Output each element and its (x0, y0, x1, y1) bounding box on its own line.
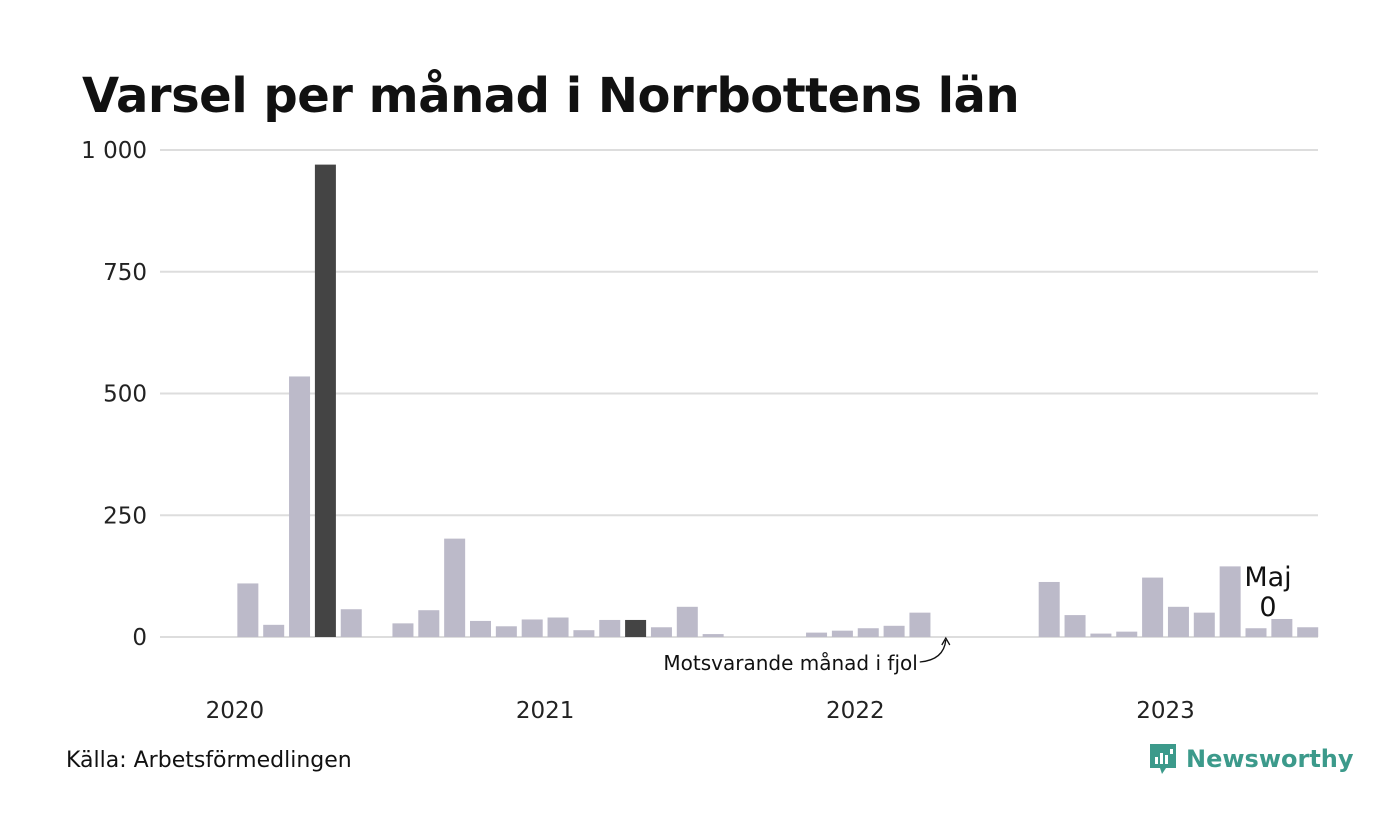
bar-2022-12 (1116, 631, 1138, 637)
annotation-arrow (919, 639, 947, 663)
bar-2022-10 (1064, 615, 1086, 637)
bar-2021-07 (676, 606, 698, 637)
bar-2020-11 (470, 620, 491, 637)
y-tick-label: 500 (103, 382, 147, 408)
latest-month-value: 0 (1259, 592, 1276, 623)
bar-2020-05 (314, 164, 336, 638)
bar-2023-01 (1142, 577, 1164, 637)
y-tick-label: 750 (103, 260, 147, 286)
bar-2022-01 (831, 630, 853, 637)
bar-2021-01 (521, 619, 543, 637)
bar-2021-02 (547, 617, 569, 637)
bar-2020-06 (340, 609, 362, 637)
x-tick-label-2023: 2023 (1136, 698, 1195, 724)
y-tick-label: 0 (132, 625, 147, 651)
source-note: Källa: Arbetsförmedlingen (66, 748, 352, 773)
bar-2022-03 (883, 625, 905, 637)
bar-2023-05 (1245, 628, 1267, 637)
bar-2021-05 (625, 619, 647, 637)
annotation-previous-year: Motsvarande månad i fjol (663, 651, 917, 675)
bar-2020-09 (418, 610, 440, 637)
annotation-arrowhead (941, 636, 951, 646)
bar-2020-03 (263, 624, 285, 637)
bar-2023-02 (1167, 606, 1189, 637)
bar-2022-02 (857, 628, 879, 637)
bar-2021-12 (806, 632, 828, 637)
x-tick-label-2020: 2020 (206, 698, 265, 724)
bar-2021-06 (650, 627, 672, 637)
y-tick-label: 250 (103, 503, 147, 529)
brand-logo: Newsworthy (1148, 742, 1354, 776)
bar-2022-09 (1038, 581, 1060, 637)
bar-2022-04 (909, 612, 931, 637)
y-axis-ticks: 0 250 500 750 1 000 (81, 138, 147, 651)
bar-2021-08 (702, 634, 724, 637)
bar-2022-11 (1090, 633, 1112, 637)
x-tick-label-2022: 2022 (826, 698, 885, 724)
bar-2020-02 (237, 583, 259, 637)
bar-2021-03 (573, 630, 595, 637)
newsworthy-logo-icon (1150, 744, 1176, 774)
bars (237, 164, 1319, 638)
x-axis-year-labels: 2020 2021 2022 2023 (206, 698, 1195, 724)
bar-2021-04 (599, 619, 621, 637)
bar-2020-04 (289, 376, 311, 637)
bar-undefined (1297, 627, 1319, 637)
y-tick-label: 1 000 (81, 138, 147, 164)
bar-2023-03 (1193, 612, 1215, 637)
bar-2020-12 (495, 626, 517, 637)
bar-undefined (1271, 618, 1293, 637)
x-tick-label-2021: 2021 (516, 698, 575, 724)
bar-2020-08 (392, 623, 414, 637)
latest-month-label: Maj (1244, 562, 1291, 593)
bar-2020-10 (444, 538, 466, 637)
chart-title: Varsel per månad i Norrbottens län (82, 68, 1020, 124)
brand-name: Newsworthy (1186, 745, 1354, 773)
bar-2023-04 (1219, 566, 1241, 637)
